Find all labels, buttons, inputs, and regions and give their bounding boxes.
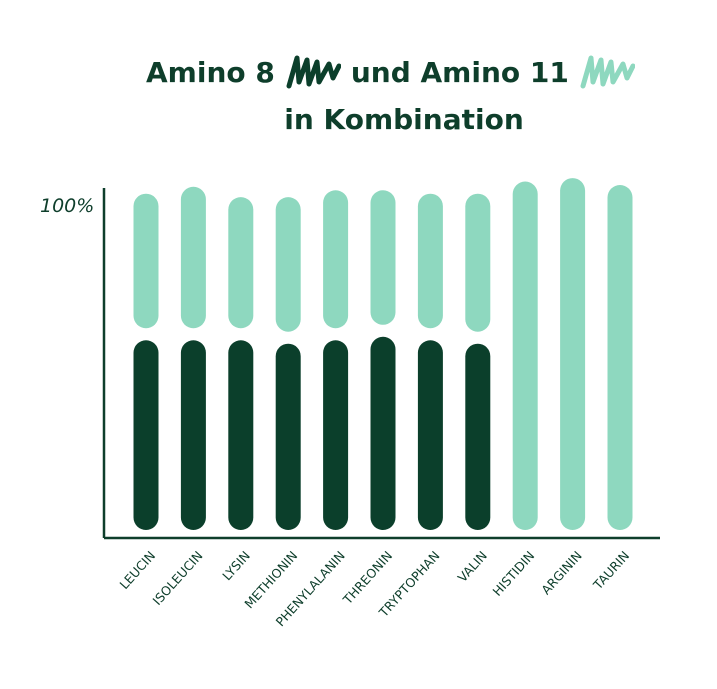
bar-amino11-taurin [607,185,633,530]
x-tick-label-arginin: ARGININ [538,548,585,597]
bar-amino11-lysin [228,197,254,329]
bar-amino8-leucin [133,340,159,530]
x-tick-label-lysin: LYSIN [219,548,253,583]
x-tick-label-histidin: HISTIDIN [489,548,537,599]
bar-amino11-valin [465,193,491,332]
amino11-swatch-icon [580,55,635,89]
bar-amino11-phenylalanin [323,190,349,329]
bar-amino11-threonin [370,190,396,325]
title-amino11-text: und Amino 11 [350,55,569,89]
bar-amino11-tryptophan [417,193,443,329]
bar-amino8-lysin [228,340,254,530]
bar-amino11-leucin [133,193,159,329]
amino8-swatch-icon [286,55,341,89]
bar-amino11-histidin [512,181,538,531]
bar-amino8-phenylalanin [323,340,349,530]
x-tick-label-taurin: TAURIN [590,548,633,593]
bar-amino8-valin [465,343,491,530]
title-line-1: Amino 8 und Amino 11 [146,52,645,92]
bars-group [133,178,633,531]
x-tick-label-valin: VALIN [455,548,490,585]
bar-amino8-tryptophan [417,340,443,530]
title-amino8-text: Amino 8 [146,55,275,89]
x-tick-label-isoleucin: ISOLEUCIN [149,548,205,608]
bar-amino11-methionin [275,197,301,332]
bar-amino8-isoleucin [180,340,206,530]
bar-amino11-isoleucin [180,186,206,329]
x-tick-label-leucin: LEUCIN [116,548,158,592]
y-tick-label-100: 100% [40,195,94,217]
title-line-2: in Kombination [284,103,524,136]
bar-amino8-threonin [370,336,396,530]
bar-amino11-arginin [560,178,586,530]
bar-amino8-methionin [275,343,301,530]
